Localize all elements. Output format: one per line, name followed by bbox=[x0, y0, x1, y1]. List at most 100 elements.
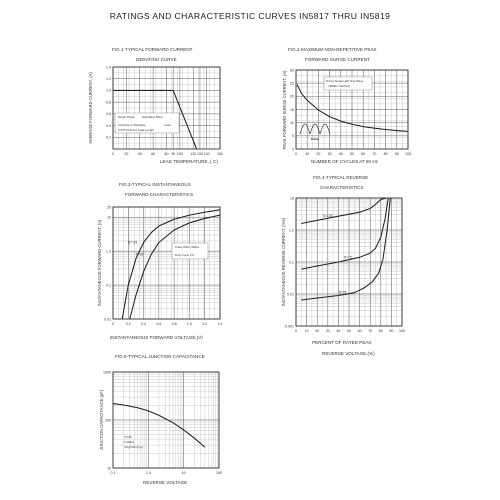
fig4-subtitle: CHARACTERISTICS bbox=[320, 185, 363, 190]
fig2-chart bbox=[295, 69, 409, 150]
fig4-x-tick-label: 40 bbox=[336, 329, 340, 333]
fig4-series-line-2 bbox=[301, 197, 389, 270]
page-title: RATINGS AND CHARACTERISTIC CURVES IN5817… bbox=[109, 11, 391, 21]
fig1-y-tick-label: 1.0 bbox=[106, 89, 111, 93]
fig1-x-tick-label: 140 bbox=[204, 152, 210, 156]
fig3-x-axis-label: INSTANTANEOUS FORWARD VOLTAGE,(V) bbox=[110, 335, 203, 340]
fig2-plot-frame bbox=[295, 69, 409, 150]
fig4-chart bbox=[295, 197, 403, 327]
fig4-series-line-3 bbox=[301, 197, 391, 301]
fig5-x-tick-label: 0.1 bbox=[111, 471, 116, 475]
fig5-x-tick-label: 100 bbox=[216, 471, 222, 475]
fig2-x-tick-label: 100 bbox=[405, 152, 411, 156]
fig3-x-tick-label: 0.4 bbox=[141, 322, 146, 326]
fig5-x-tick-label: 1.0 bbox=[146, 471, 151, 475]
fig1-x-axis-label: LEAD TEMPERATURE, ( C) bbox=[160, 159, 218, 164]
fig1-subtitle: DERATING CURVE bbox=[136, 57, 177, 62]
fig2-x-tick-label: 30 bbox=[328, 152, 332, 156]
fig4-y-tick-label: 0.1 bbox=[289, 260, 294, 264]
fig2-x-axis-label: NUMBER OF CYCLES AT 60 Hz bbox=[311, 159, 379, 164]
fig1-x-tick-label: 160 bbox=[217, 152, 223, 156]
fig4-y-tick-label: 0.01 bbox=[287, 292, 294, 296]
fig3-y-tick-label: 0.1 bbox=[106, 283, 111, 287]
fig1-x-tick-label: 40 bbox=[138, 152, 142, 156]
fig2-y-axis-label: PEAK FORWARD SURGE CURRENT, (A) bbox=[282, 70, 287, 149]
fig4-y-axis-label: INSTANTANEOUS REVERSE CURRENT, (mA) bbox=[281, 217, 286, 306]
fig1-x-tick-label: 130 bbox=[197, 152, 203, 156]
fig4-title: FIG.4-TYPICAL REVERSE bbox=[313, 175, 368, 180]
fig2-title: FIG.2-MAXIMUM NON-REPETITIVE PEAK bbox=[288, 47, 378, 52]
fig3-series-label: Tj=25 bbox=[135, 252, 143, 256]
fig4-x-tick-label: 100 bbox=[399, 329, 405, 333]
fig1-series-line-1 bbox=[113, 89, 198, 150]
fig2-x-tick-label: 0 bbox=[295, 152, 297, 156]
fig2-half-sine-wave-icon bbox=[299, 123, 331, 135]
fig2-y-tick-label: 0 bbox=[292, 147, 294, 151]
fig4-x-tick-label: 30 bbox=[326, 329, 330, 333]
fig1-annotation-text: Load bbox=[164, 123, 171, 127]
fig4-x-tick-label: 90 bbox=[389, 329, 393, 333]
fig2-x-tick-label: 70 bbox=[372, 152, 376, 156]
fig2-y-tick-label: 25 bbox=[290, 81, 294, 85]
fig5-annotation: Tj=25 bbox=[124, 435, 132, 439]
fig2-y-tick-label: 20 bbox=[290, 95, 294, 99]
fig2-y-tick-label: 30 bbox=[290, 68, 294, 72]
fig2-y-tick-label: 15 bbox=[290, 108, 294, 112]
fig4-series-label: Tj=125 bbox=[322, 214, 332, 218]
fig4-series-line-1 bbox=[301, 197, 387, 224]
fig4-series-label: Tj=25 bbox=[338, 291, 346, 295]
fig5-annotation: Vsig=50mVp-p bbox=[124, 445, 143, 449]
fig3-x-tick-label: 0.6 bbox=[156, 322, 161, 326]
fig4-x-axis-label-2: REVERSE VOLTAGE,(%) bbox=[322, 351, 375, 356]
fig5-chart bbox=[112, 371, 220, 469]
fig2-x-tick-label: 60 bbox=[361, 152, 365, 156]
fig3-y-tick-label: 10 bbox=[107, 216, 111, 220]
fig1-y-axis-label: AVERAGE FORWARD CURRENT, (A) bbox=[88, 72, 93, 144]
fig1-x-tick-label: 90 bbox=[171, 152, 175, 156]
fig5-x-tick-label: 10 bbox=[182, 471, 186, 475]
fig4-plot-frame bbox=[295, 197, 403, 327]
fig1-y-tick-label: 0.2 bbox=[106, 136, 111, 140]
fig1-annotation-text: 0.375"(9.5mm) Lead Length bbox=[118, 128, 154, 132]
fig1-x-tick-label: 120 bbox=[190, 152, 196, 156]
fig3-subtitle: FORWARD CHARACTERISTICS bbox=[125, 192, 193, 197]
fig1-y-tick-label: 1.4 bbox=[106, 65, 111, 69]
fig3-series-line-1 bbox=[121, 209, 221, 320]
fig3-x-tick-label: 0 bbox=[112, 322, 114, 326]
fig3-y-tick-label: 1.0 bbox=[106, 249, 111, 253]
fig3-annotation-text: Duty Cycle 2% bbox=[175, 253, 194, 257]
fig1-x-tick-label: 60 bbox=[151, 152, 155, 156]
fig4-series-label: Tj=75 bbox=[344, 255, 352, 259]
fig1-y-tick-label: 0.6 bbox=[106, 112, 111, 116]
fig1-y-tick-label: 1.2 bbox=[106, 77, 111, 81]
fig3-plot-frame bbox=[112, 206, 221, 320]
fig5-y-axis-label: JUNCTION CAPACITANCE,(pF) bbox=[99, 389, 104, 450]
fig3-note-box bbox=[171, 242, 209, 260]
fig3-x-tick-label: 0.8 bbox=[172, 322, 177, 326]
fig2-x-tick-label: 80 bbox=[384, 152, 388, 156]
fig3-title: FIG.3-TYPICAL INSTANTANEOUS bbox=[119, 182, 191, 187]
fig5-annotation: f=1MHz bbox=[124, 440, 135, 444]
fig2-annotation-text: 8.3ms bbox=[311, 137, 319, 141]
fig1-x-tick-label: 20 bbox=[124, 152, 128, 156]
fig5-title: FIG.5-TYPICAL JUNCTION CAPACITANCE bbox=[115, 354, 205, 359]
fig5-plot-frame bbox=[112, 371, 220, 469]
fig2-subtitle: FORWARD SURGE CURRENT bbox=[305, 57, 370, 62]
fig4-x-tick-label: 80 bbox=[379, 329, 383, 333]
fig1-annotation-text: Half Wave 60Hz bbox=[142, 115, 163, 119]
fig1-x-tick-label: 100 bbox=[177, 152, 183, 156]
fig5-y-tick-label: 1000 bbox=[103, 370, 111, 374]
fig4-x-tick-label: 50 bbox=[347, 329, 351, 333]
fig4-x-tick-label: 20 bbox=[315, 329, 319, 333]
fig1-x-tick-label: 80 bbox=[165, 152, 169, 156]
fig2-y-tick-label: 10 bbox=[290, 121, 294, 125]
fig2-series-line-1 bbox=[296, 84, 409, 132]
fig2-annotation-text: 8.3ms Single Half Sine Wave bbox=[326, 79, 364, 83]
fig2-x-tick-label: 50 bbox=[350, 152, 354, 156]
fig3-annotation-text: Pulse Width 300us bbox=[175, 245, 200, 249]
fig3-y-tick-label: 0.01 bbox=[104, 317, 111, 321]
fig1-y-tick-label: 0.8 bbox=[106, 100, 111, 104]
fig2-annotation: 8.3ms bbox=[311, 137, 319, 141]
fig3-x-tick-label: 1.4 bbox=[218, 322, 223, 326]
